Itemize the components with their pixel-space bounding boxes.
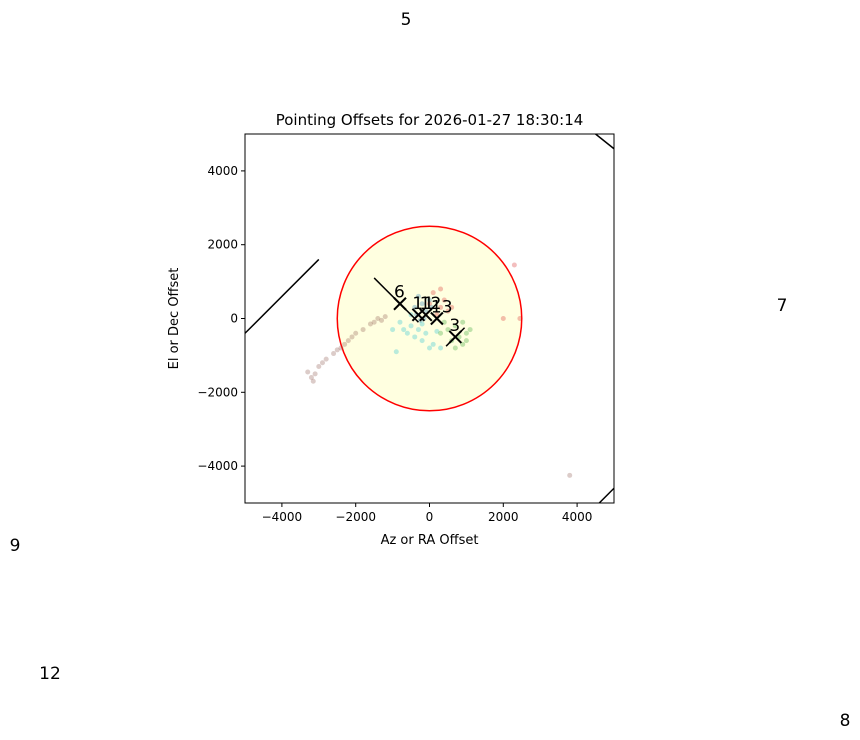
scatter-point bbox=[412, 334, 418, 340]
x-tick-label: 2000 bbox=[488, 510, 519, 524]
scatter-point bbox=[415, 293, 421, 299]
scatter-point bbox=[445, 308, 451, 314]
scatter-point bbox=[390, 327, 396, 333]
scatter-point bbox=[353, 330, 359, 336]
scatter-point bbox=[382, 314, 388, 320]
scatter-point bbox=[438, 286, 444, 292]
marker-label: 12 bbox=[420, 294, 442, 314]
x-axis-label: Az or RA Offset bbox=[381, 533, 479, 548]
marker-label: 13 bbox=[431, 298, 453, 318]
scatter-point bbox=[449, 304, 455, 310]
scatter-point bbox=[393, 349, 399, 355]
scatter-point bbox=[415, 327, 421, 333]
scatter-point bbox=[460, 341, 466, 347]
scatter-point bbox=[312, 371, 318, 377]
scatter-point bbox=[319, 360, 325, 366]
x-tick-label: 0 bbox=[426, 510, 434, 524]
scatter-point bbox=[460, 319, 466, 325]
scatter-point bbox=[419, 301, 425, 307]
x-marker bbox=[393, 297, 407, 311]
scatter-point bbox=[463, 330, 469, 336]
scatter-point bbox=[419, 321, 425, 327]
scatter-point bbox=[517, 316, 523, 321]
scatter-point bbox=[404, 330, 410, 336]
scatter-point bbox=[334, 347, 340, 353]
marker-label: 6 bbox=[394, 283, 405, 303]
scatter-point bbox=[438, 304, 444, 310]
floating-annotation: 8 bbox=[840, 711, 851, 731]
y-axis-label: El or Dec Offset bbox=[167, 268, 182, 370]
x-marker bbox=[430, 311, 444, 326]
scatter-point bbox=[467, 327, 473, 333]
scatter-point bbox=[427, 301, 432, 307]
floating-annotation: 5 bbox=[401, 10, 412, 30]
scatter-point bbox=[445, 327, 451, 333]
x-marker bbox=[419, 308, 433, 322]
scatter-point bbox=[438, 345, 444, 351]
scatter-point bbox=[308, 375, 314, 381]
x-tick-label: −2000 bbox=[335, 510, 376, 524]
y-tick-label: 4000 bbox=[207, 164, 238, 178]
scatter-point bbox=[408, 323, 414, 329]
scatter-point bbox=[379, 317, 385, 323]
floating-annotation: 12 bbox=[39, 664, 61, 684]
scatter-point bbox=[427, 345, 432, 351]
scatter-point bbox=[441, 297, 447, 303]
scatter-point bbox=[452, 323, 458, 329]
marker-label: 11 bbox=[412, 294, 434, 314]
scatter-point bbox=[397, 319, 403, 325]
y-tick-label: 0 bbox=[230, 312, 238, 326]
scatter-point bbox=[438, 330, 444, 336]
scatter-point bbox=[338, 345, 344, 351]
scatter-point bbox=[367, 321, 373, 327]
x-tick-label: 4000 bbox=[562, 510, 593, 524]
floating-annotation: 9 bbox=[10, 536, 21, 556]
scatter-point bbox=[423, 330, 429, 336]
scatter-point bbox=[427, 297, 432, 303]
y-tick-label: −4000 bbox=[197, 459, 238, 473]
y-tick-label: 2000 bbox=[207, 238, 238, 252]
scatter-point bbox=[430, 341, 436, 347]
scatter-point bbox=[434, 328, 440, 334]
scatter-point bbox=[331, 351, 337, 357]
scatter-point bbox=[360, 327, 366, 333]
scatter-point bbox=[567, 472, 573, 478]
offset-line bbox=[595, 134, 614, 150]
chart-title: Pointing Offsets for 2026-01-27 18:30:14 bbox=[276, 111, 584, 129]
scatter-point bbox=[323, 356, 329, 362]
offset-line bbox=[245, 258, 320, 334]
x-marker bbox=[448, 330, 463, 344]
plot-area bbox=[245, 134, 614, 503]
x-tick-label: −4000 bbox=[262, 510, 303, 524]
scatter-point bbox=[342, 341, 348, 347]
scatter-point bbox=[419, 338, 425, 344]
scatter-point bbox=[452, 345, 458, 351]
scatter-point bbox=[401, 327, 407, 333]
scatter-point bbox=[430, 290, 436, 296]
y-tick-label: −2000 bbox=[197, 385, 238, 399]
scatter-point bbox=[500, 316, 506, 321]
scatter-point bbox=[310, 378, 316, 384]
scatter-point bbox=[305, 369, 311, 375]
offset-line bbox=[598, 487, 614, 503]
scatter-point bbox=[371, 319, 377, 325]
scatter-point bbox=[345, 338, 351, 344]
floating-annotation: 7 bbox=[777, 296, 788, 316]
scatter-point bbox=[375, 316, 381, 321]
marker-label: 3 bbox=[449, 316, 460, 336]
scatter-point bbox=[349, 334, 355, 340]
scatter-point bbox=[511, 262, 517, 268]
scatter-point bbox=[463, 338, 469, 344]
scatter-point bbox=[316, 363, 322, 369]
scatter-point bbox=[428, 304, 434, 310]
